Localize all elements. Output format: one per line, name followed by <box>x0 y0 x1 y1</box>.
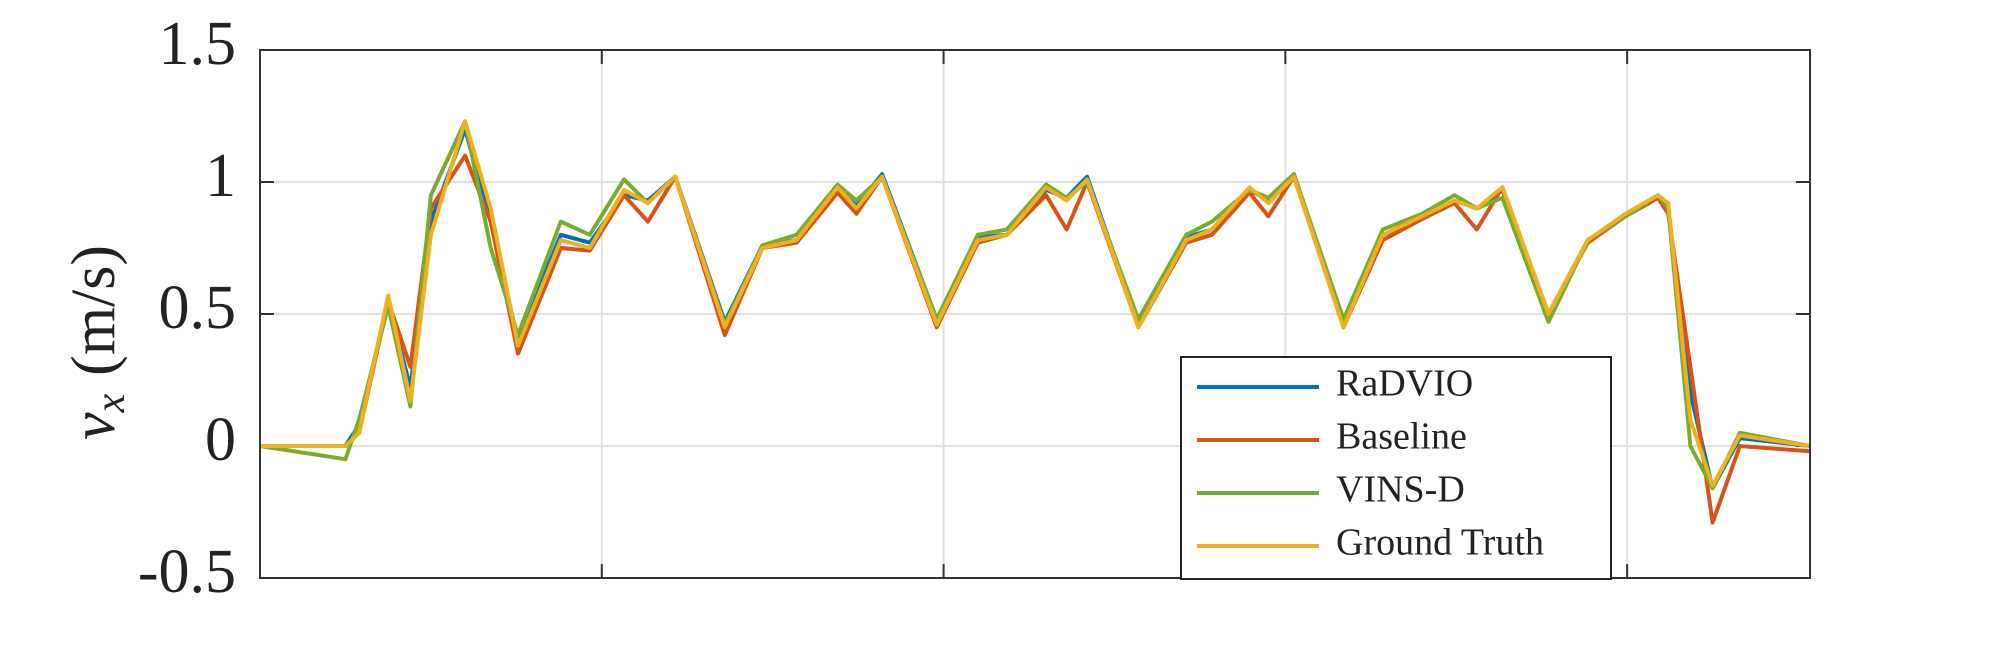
y-tick-label: 0 <box>205 406 236 474</box>
y-tick-label: 1.5 <box>159 10 237 78</box>
legend-box <box>1180 356 1612 580</box>
legend-label: RaDVIO <box>1336 363 1473 405</box>
legend-label: Baseline <box>1336 416 1467 458</box>
series-line <box>260 119 1811 488</box>
y-tick-label: -0.5 <box>138 538 236 606</box>
y-label-unit: (m/s) <box>60 245 128 376</box>
legend-label: Ground Truth <box>1336 522 1544 564</box>
y-label-subscript: x <box>88 393 134 413</box>
plot-frame <box>259 49 1811 579</box>
y-label-symbol: v <box>60 412 128 440</box>
y-axis-label: vx (m/s) <box>60 245 133 440</box>
legend-label: VINS-D <box>1336 469 1465 511</box>
y-tick-label: 1 <box>205 142 236 210</box>
y-tick-label: 0.5 <box>159 274 237 342</box>
